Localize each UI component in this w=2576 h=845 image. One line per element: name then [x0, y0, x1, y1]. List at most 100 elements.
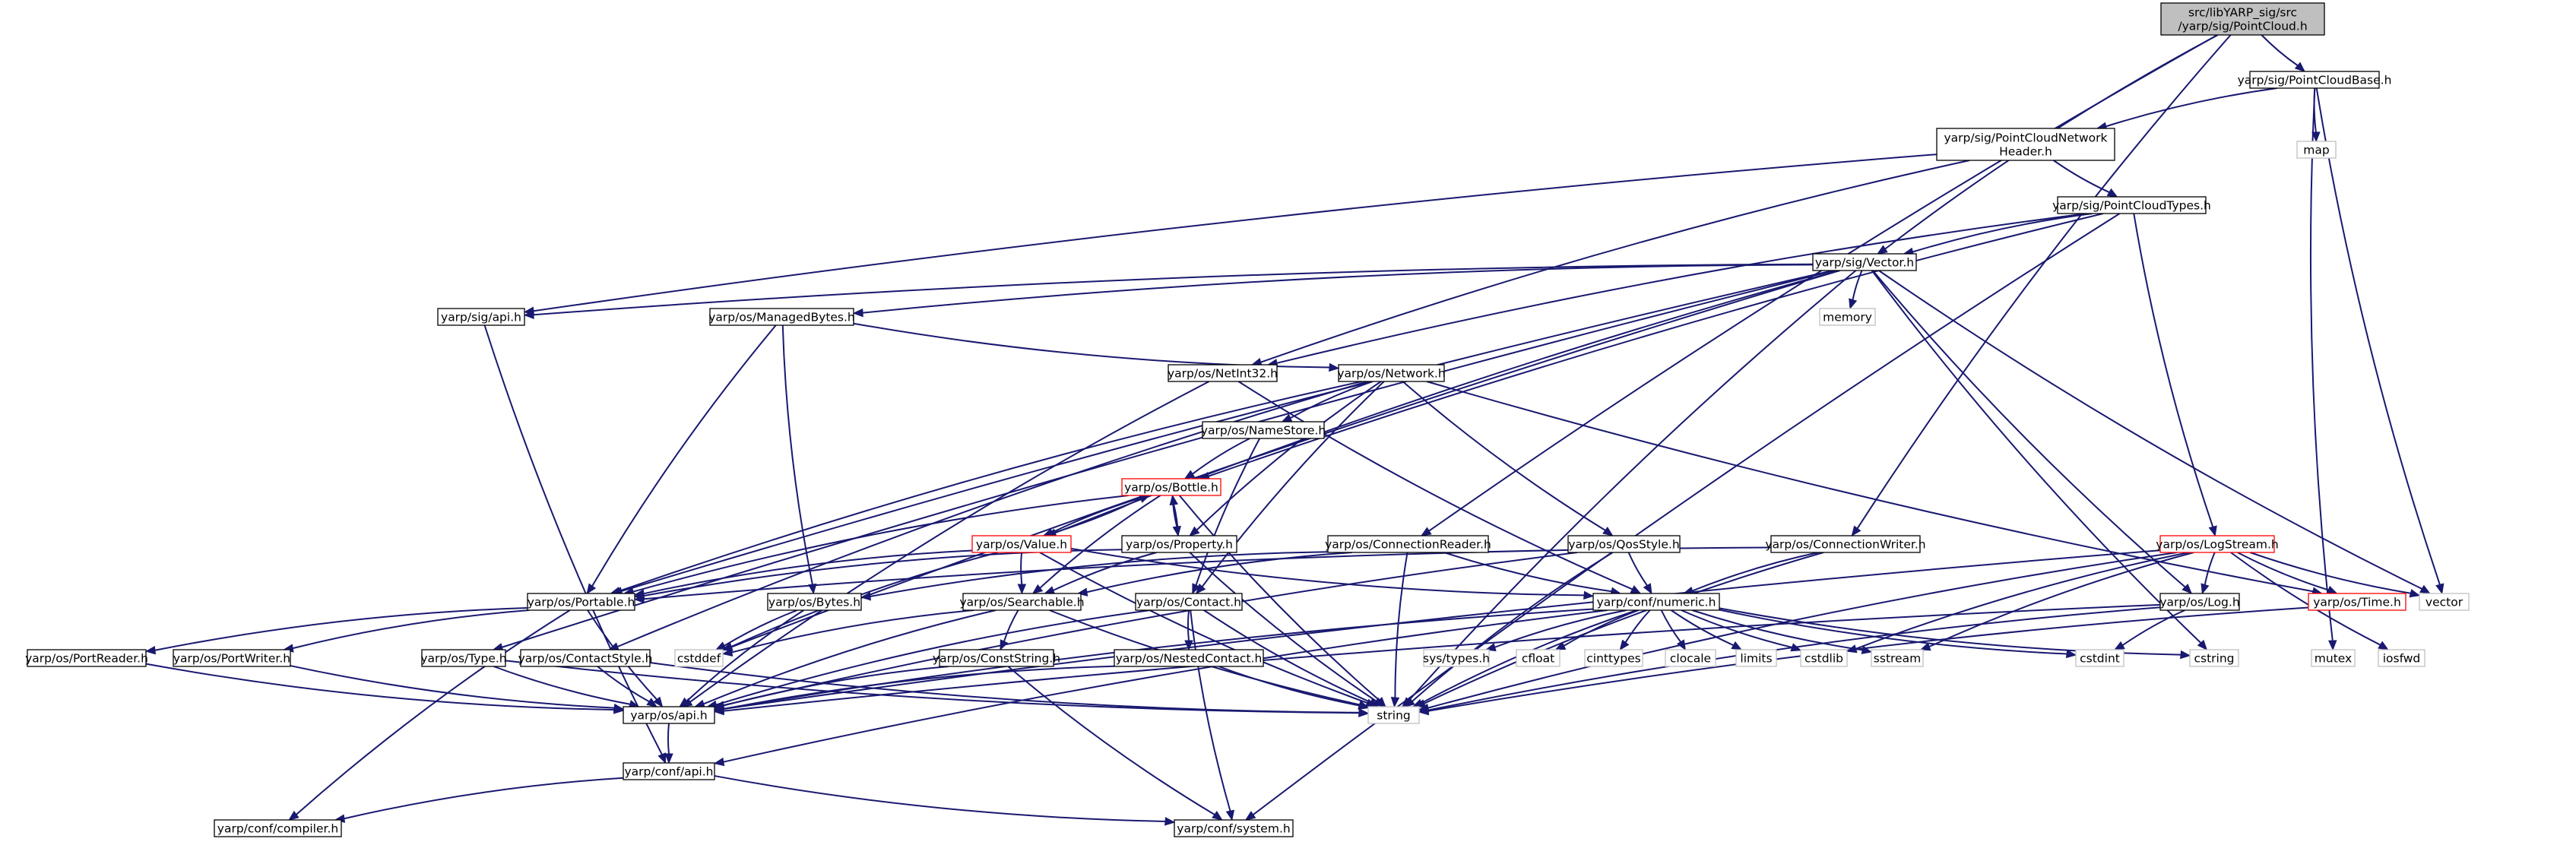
node-system[interactable]: yarp/conf/system.h: [1174, 819, 1294, 837]
node-bytes[interactable]: yarp/os/Bytes.h: [767, 593, 862, 611]
node-value[interactable]: yarp/os/Value.h: [971, 535, 1072, 553]
node-sstream[interactable]: sstream: [1871, 649, 1924, 667]
node-label: Header.h: [1999, 145, 2052, 159]
node-qosstyle[interactable]: yarp/os/QosStyle.h: [1567, 535, 1681, 553]
node-vector_h[interactable]: yarp/sig/Vector.h: [1812, 253, 1917, 271]
arrowhead-searchable-to-cstddef: [721, 647, 734, 657]
node-searchable[interactable]: yarp/os/Searchable.h: [959, 593, 1085, 611]
node-network[interactable]: yarp/os/Network.h: [1337, 364, 1446, 382]
edge-contact-to-nestedcontact: [1187, 609, 1190, 641]
node-mutex[interactable]: mutex: [2311, 649, 2356, 667]
node-map[interactable]: map: [2296, 141, 2337, 159]
node-box: [1936, 128, 2115, 161]
node-limits[interactable]: limits: [1735, 649, 1777, 667]
node-logstream[interactable]: yarp/os/LogStream.h: [2156, 535, 2279, 553]
edge-vector_h-to-log: [1872, 270, 2186, 588]
node-box: [962, 593, 1082, 611]
arrowhead-logstream-to-sstream: [1919, 642, 1931, 651]
arrowhead-vector_h-to-memory: [1849, 298, 1858, 310]
edge-vector_h-to-vector: [1878, 270, 2422, 590]
node-memory[interactable]: memory: [1819, 308, 1876, 326]
node-label: yarp/os/Value.h: [976, 538, 1067, 552]
node-log[interactable]: yarp/os/Log.h: [2159, 593, 2240, 611]
node-osapi[interactable]: yarp/os/api.h: [623, 706, 715, 724]
node-box: [2419, 593, 2470, 611]
node-iosfwd[interactable]: iosfwd: [2378, 649, 2425, 667]
arrowhead-vector_h-to-sigapi: [523, 310, 534, 319]
node-box: [527, 593, 635, 611]
edge-managed-to-bytes: [781, 324, 813, 585]
node-clocale[interactable]: clocale: [1665, 649, 1716, 667]
node-contactstyle[interactable]: yarp/os/ContactStyle.h: [518, 649, 653, 667]
node-property[interactable]: yarp/os/Property.h: [1121, 535, 1237, 553]
node-box: [2159, 593, 2240, 611]
arrowhead-logstream-to-vector: [2409, 589, 2421, 598]
edge-connwriter-to-numeric: [1692, 552, 1819, 592]
node-cfloat[interactable]: cfloat: [1516, 649, 1560, 667]
node-namestore[interactable]: yarp/os/NameStore.h: [1201, 421, 1326, 439]
edge-portable-to-compiler: [296, 609, 571, 815]
node-bottle[interactable]: yarp/os/Bottle.h: [1121, 478, 1221, 496]
node-box: [1812, 253, 1917, 271]
node-box: [971, 535, 1072, 553]
edge-contact-to-string: [1203, 609, 1371, 704]
node-box: [520, 649, 651, 667]
node-conststring[interactable]: yarp/os/ConstString.h: [933, 649, 1060, 667]
node-netint[interactable]: yarp/os/NetInt32.h: [1168, 364, 1278, 382]
node-label: memory: [1823, 311, 1872, 324]
edge-network-to-portable: [619, 381, 1362, 592]
node-numeric[interactable]: yarp/conf/numeric.h: [1592, 593, 1720, 611]
edge-confapi-to-system: [714, 775, 1166, 822]
node-portable[interactable]: yarp/os/Portable.h: [527, 593, 635, 611]
node-time[interactable]: yarp/os/Time.h: [2308, 593, 2406, 611]
edge-searchable-to-cstddef: [731, 609, 974, 654]
node-root[interactable]: src/libYARP_sig/src/yarp/sig/PointCloud.…: [2160, 2, 2325, 36]
node-contact[interactable]: yarp/os/Contact.h: [1135, 593, 1243, 611]
node-pctypes[interactable]: yarp/sig/PointCloudTypes.h: [2052, 196, 2211, 214]
node-cstdint[interactable]: cstdint: [2075, 649, 2124, 667]
node-portreader[interactable]: yarp/os/PortReader.h: [25, 649, 148, 667]
node-connwriter[interactable]: yarp/os/ConnectionWriter.h: [1765, 535, 1926, 553]
edge-logstream-to-time: [2237, 552, 2329, 591]
edge-type-to-osapi: [493, 666, 631, 705]
node-box: [767, 593, 862, 611]
arrowhead-bytes-to-osapi: [679, 697, 690, 707]
node-label: yarp/sig/api.h: [441, 311, 521, 324]
edge-pctypes-to-bottle: [1208, 213, 2104, 477]
node-connreader[interactable]: yarp/os/ConnectionReader.h: [1325, 535, 1491, 553]
arrowhead-vector_h-to-cstring: [2197, 639, 2208, 650]
arrowhead-connwriter-to-portable: [633, 594, 645, 603]
edge-searchable-to-osapi: [703, 609, 996, 705]
edge-bottle-to-string: [1178, 495, 1380, 701]
arrowhead-log-to-cstdint: [2113, 641, 2125, 650]
edge-numeric-to-cfloat: [1563, 609, 1640, 647]
node-compiler[interactable]: yarp/conf/compiler.h: [214, 819, 342, 837]
node-box: [1871, 649, 1924, 667]
node-label: map: [2303, 144, 2329, 157]
node-portwriter[interactable]: yarp/os/PortWriter.h: [173, 649, 291, 667]
node-box: [623, 706, 715, 724]
node-box: [1135, 593, 1243, 611]
node-box: [437, 308, 525, 326]
edge-connwriter-to-string: [1424, 552, 1824, 704]
node-nestedcontact[interactable]: yarp/os/NestedContact.h: [1114, 649, 1264, 667]
node-type[interactable]: yarp/os/Type.h: [420, 649, 507, 667]
node-cinttypes[interactable]: cinttypes: [1584, 649, 1643, 667]
node-box: [2160, 2, 2325, 36]
node-cstdlib[interactable]: cstdlib: [1800, 649, 1848, 667]
node-pcbase[interactable]: yarp/sig/PointCloudBase.h: [2238, 71, 2392, 89]
node-box: [674, 649, 724, 667]
node-sigapi[interactable]: yarp/sig/api.h: [437, 308, 525, 326]
node-managed[interactable]: yarp/os/ManagedBytes.h: [708, 308, 855, 326]
edge-vector_h-to-string: [1408, 270, 1857, 701]
node-vector[interactable]: vector: [2419, 593, 2470, 611]
node-systypes[interactable]: sys/types.h: [1423, 649, 1490, 667]
node-confapi[interactable]: yarp/conf/api.h: [623, 762, 715, 780]
arrowhead-managed-to-portable: [586, 583, 597, 595]
node-string[interactable]: string: [1367, 706, 1420, 724]
edge-value-to-cstddef: [730, 552, 999, 647]
node-cstring[interactable]: cstring: [2189, 649, 2239, 667]
arrowhead-conststring-to-system: [1212, 811, 1223, 821]
node-cstddef[interactable]: cstddef: [674, 649, 724, 667]
